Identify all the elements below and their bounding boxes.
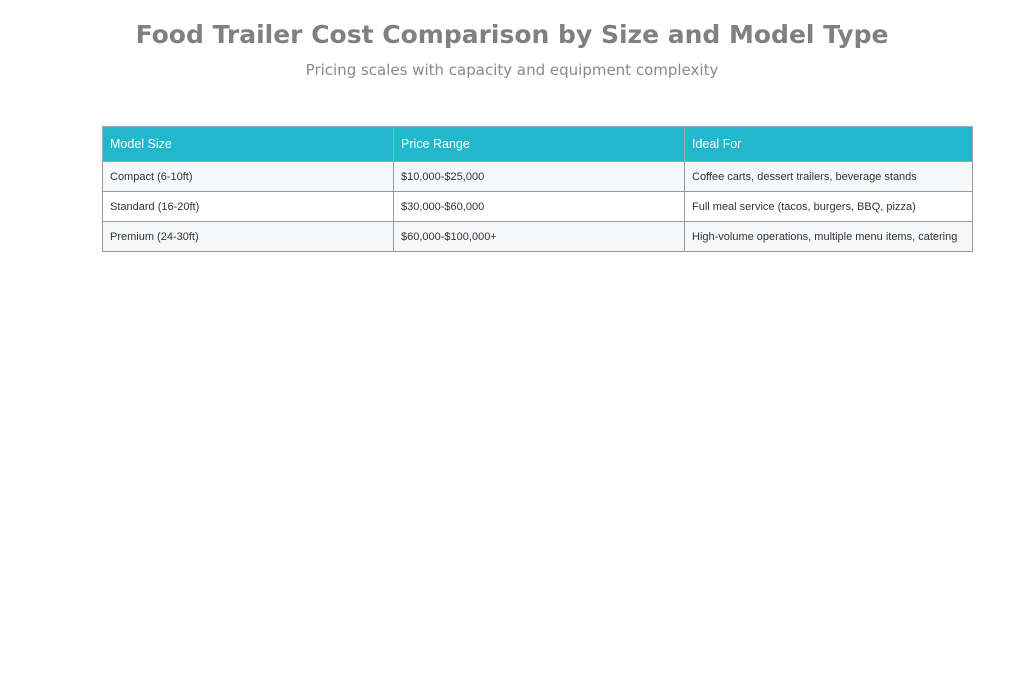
cost-table: Model Size Price Range Ideal For Compact… [102,126,973,252]
header-row: Model Size Price Range Ideal For [102,126,973,162]
cell-ideal-for: Coffee carts, dessert trailers, beverage… [684,161,973,192]
cell-price-range: $10,000-$25,000 [393,161,685,192]
cell-ideal-for: Full meal service (tacos, burgers, BBQ, … [684,191,973,222]
cell-model-size: Compact (6-10ft) [102,161,394,192]
cell-price-range: $60,000-$100,000+ [393,221,685,252]
chart-title: Food Trailer Cost Comparison by Size and… [135,20,889,49]
table-row: Premium (24-30ft) $60,000-$100,000+ High… [102,221,973,252]
header-model-size: Model Size [102,126,394,162]
chart-subtitle: Pricing scales with capacity and equipme… [305,61,719,79]
header-ideal-for: Ideal For [684,126,973,162]
cell-model-size: Standard (16-20ft) [102,191,394,222]
cell-price-range: $30,000-$60,000 [393,191,685,222]
header-price-range: Price Range [393,126,685,162]
table-row: Standard (16-20ft) $30,000-$60,000 Full … [102,191,973,222]
cell-model-size: Premium (24-30ft) [102,221,394,252]
table-row: Compact (6-10ft) $10,000-$25,000 Coffee … [102,161,973,192]
cell-ideal-for: High-volume operations, multiple menu it… [684,221,973,252]
